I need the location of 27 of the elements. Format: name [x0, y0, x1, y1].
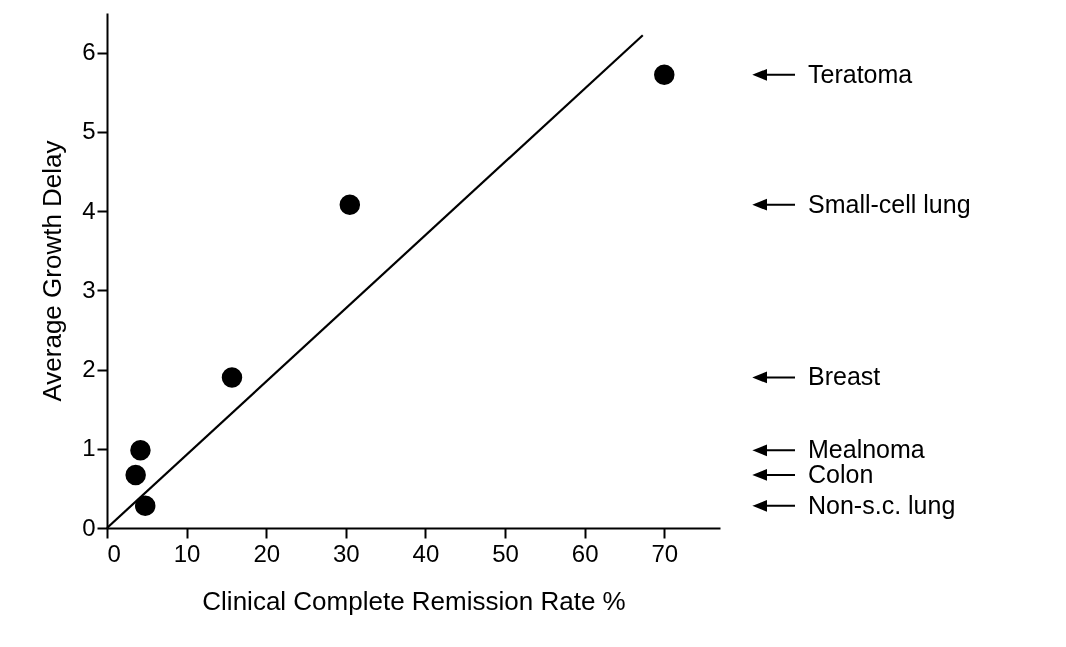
point: [221, 367, 243, 388]
text: Breast: [808, 362, 881, 391]
text: Teratoma: [808, 59, 913, 88]
y-tick-label: 3: [82, 275, 96, 303]
x-tick-label: 70: [651, 539, 679, 567]
x-tick-label: 0: [107, 539, 121, 567]
point: [130, 440, 151, 461]
y-tick-label: 4: [82, 196, 96, 224]
point: [654, 64, 675, 86]
y-tick-label: 0: [82, 513, 96, 541]
point: [134, 495, 156, 517]
x-tick-label: 20: [253, 539, 281, 567]
y-tick-label: 1: [82, 434, 96, 462]
text: Small-cell lung: [808, 189, 971, 218]
x-tick-label: 10: [173, 539, 201, 567]
y-axis-title: Average Growth Delay: [37, 140, 68, 402]
x-tick-label: 40: [412, 539, 440, 567]
point: [125, 464, 146, 486]
point: [339, 194, 361, 215]
x-tick-label: 30: [332, 539, 360, 567]
y-tick-label: 2: [82, 355, 96, 383]
y-tick-label: 6: [82, 38, 96, 66]
y-tick-label: 5: [82, 117, 96, 145]
x-tick-label: 50: [492, 539, 519, 567]
text: Non-s.c. lung: [808, 490, 956, 519]
x-axis-title: Clinical Complete Remission Rate %: [202, 585, 626, 616]
x-tick-label: 60: [571, 539, 599, 567]
